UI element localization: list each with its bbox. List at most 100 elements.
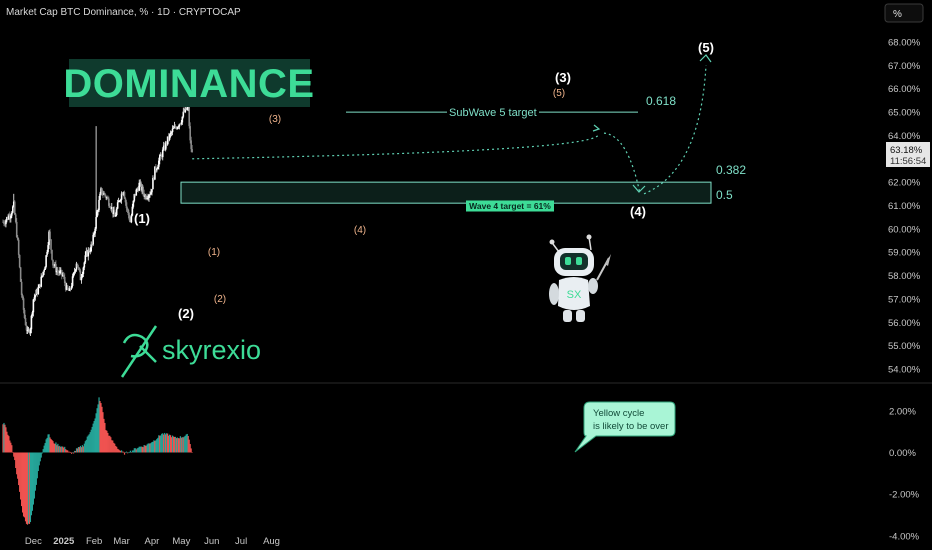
candle-body [36, 289, 39, 294]
osc-bar [20, 452, 22, 500]
osc-bar [161, 433, 163, 453]
osc-bar [121, 451, 124, 453]
wave-label-1: (1) [134, 211, 150, 226]
candle-body [131, 206, 134, 216]
osc-bar [127, 452, 130, 454]
candle-body [126, 208, 129, 210]
osc-bar [122, 451, 125, 453]
osc-bar [35, 452, 37, 485]
candle-body [21, 294, 24, 299]
candle-body [14, 214, 17, 222]
osc-bar [60, 447, 62, 453]
osc-bar [75, 448, 78, 453]
candle-body [24, 318, 27, 326]
osc-bar [12, 452, 14, 453]
osc-bar [152, 441, 154, 453]
candle-body [146, 197, 148, 199]
robot-leg-right [576, 310, 585, 322]
osc-bar [190, 448, 192, 453]
candle-body [51, 249, 53, 260]
candle-body [74, 269, 77, 272]
projection-path-up1 [192, 134, 599, 160]
osc-bar [167, 433, 169, 453]
price-badge-value: 63.18% [890, 145, 923, 156]
osc-bar [91, 426, 93, 453]
candle-body [182, 111, 185, 117]
robot-arm-left [549, 283, 559, 305]
candle-body [132, 200, 135, 207]
subwave-label-2: (2) [214, 294, 226, 305]
osc-bar [144, 445, 146, 453]
osc-bar [4, 424, 6, 453]
dominance-banner: DOMINANCE [63, 62, 314, 106]
osc-bar [101, 406, 103, 453]
candle-body [102, 194, 104, 196]
osc-bar [82, 446, 84, 453]
scale-button[interactable]: % [884, 3, 924, 23]
y-tick-label: 66.00% [888, 84, 921, 95]
candle-body [69, 288, 72, 289]
osc-bar [47, 434, 49, 453]
candle-body [12, 201, 15, 207]
osc-bar [92, 423, 94, 453]
osc-bar [111, 440, 113, 453]
osc-y-tick-label: 2.00% [889, 406, 916, 417]
osc-bar [57, 443, 59, 453]
osc-bar [173, 436, 176, 453]
candle-body [62, 275, 65, 278]
osc-bar [25, 452, 28, 524]
osc-bar [30, 452, 33, 516]
osc-bar [123, 452, 126, 455]
osc-bar [131, 450, 133, 453]
candle-body [189, 126, 191, 141]
osc-bar [130, 452, 132, 453]
candle-body [48, 231, 50, 246]
price-badge-countdown: 11:56:54 [890, 156, 926, 167]
osc-bar [102, 412, 104, 453]
candle-body [68, 288, 71, 291]
candle-body [18, 254, 21, 268]
osc-bar [180, 437, 182, 453]
candle-body [29, 329, 32, 334]
candle-body [168, 134, 171, 140]
fib-05-label: 0.5 [716, 188, 733, 202]
candle-body [154, 166, 156, 180]
candle-body [93, 233, 95, 235]
candle-body [33, 297, 36, 300]
candle-body [53, 265, 55, 267]
candle-body [166, 136, 169, 145]
osc-bar [164, 432, 166, 453]
candle-body [35, 289, 38, 296]
osc-bar [156, 438, 158, 453]
projection-arrow-2 [632, 184, 646, 193]
candle-body [52, 259, 54, 266]
subwave-label-4: (4) [354, 225, 366, 236]
osc-bar [71, 452, 74, 454]
osc-bar [88, 434, 90, 453]
candle-body [121, 193, 124, 195]
candle-body [173, 126, 176, 129]
candle-body [159, 155, 162, 156]
candle-body [101, 188, 103, 195]
candle-body [64, 283, 67, 290]
osc-bar [70, 452, 72, 453]
candle-body [129, 220, 132, 223]
candle-body [10, 215, 12, 219]
candle-body [145, 195, 147, 199]
dominance-banner-bg [69, 59, 310, 107]
candle-body [152, 177, 154, 190]
osc-bar [79, 445, 82, 453]
scale-button-label[interactable]: % [893, 9, 902, 20]
candle-body [42, 271, 44, 276]
osc-bar [29, 452, 32, 523]
osc-y-tick-label: -4.00% [889, 531, 920, 542]
candle-body [105, 195, 107, 198]
osc-bar [165, 434, 167, 453]
brand-logo-mark [122, 333, 149, 358]
osc-bar [36, 452, 38, 479]
candle-body [142, 187, 144, 193]
candle-body [78, 267, 81, 271]
osc-bar [166, 433, 168, 453]
